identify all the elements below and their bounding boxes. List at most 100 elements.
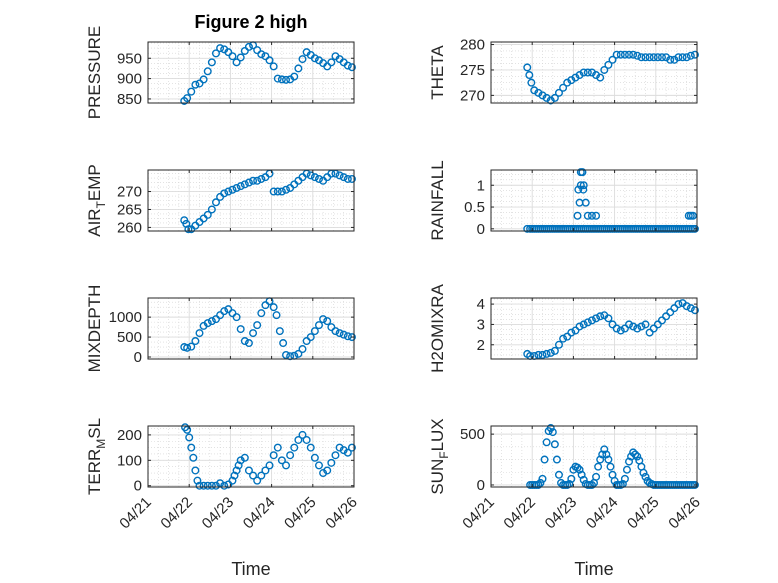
data-point	[195, 329, 204, 338]
data-point	[331, 451, 340, 460]
y-tick-label: 270	[460, 87, 485, 104]
y-tick-label: 850	[117, 91, 142, 108]
data-point	[282, 185, 291, 194]
data-point	[257, 50, 266, 59]
y-axis-label: AIRTEMP	[85, 164, 108, 237]
x-tick-label: 04/26	[322, 494, 361, 533]
data-point	[608, 320, 617, 329]
data-point	[657, 316, 666, 325]
data-point	[327, 458, 336, 467]
data-point	[253, 176, 262, 185]
data-point	[576, 168, 585, 177]
data-point	[269, 451, 278, 460]
data-point	[686, 304, 695, 313]
x-tick-label: 04/22	[157, 494, 196, 533]
data-point	[269, 187, 278, 196]
data-point	[230, 471, 239, 480]
data-point	[674, 300, 683, 309]
axes-box	[147, 297, 355, 360]
y-tick-label: 500	[117, 329, 142, 346]
data-point	[191, 80, 200, 89]
x-tick-label: 04/22	[500, 494, 539, 533]
data-point	[335, 329, 344, 338]
data-point	[596, 455, 605, 464]
data-point	[540, 455, 549, 464]
data-point	[620, 50, 629, 59]
data-point	[538, 350, 547, 359]
data-point	[184, 225, 193, 234]
data-point	[323, 62, 332, 71]
data-point	[678, 53, 687, 62]
data-point	[690, 224, 699, 233]
data-point	[203, 481, 212, 490]
data-point	[244, 466, 253, 475]
data-point	[249, 329, 258, 338]
data-point	[236, 325, 245, 334]
x-tick-label: 04/24	[583, 494, 622, 533]
data-point	[608, 55, 617, 64]
data-point	[649, 324, 658, 333]
data-point	[616, 326, 625, 335]
data-point	[224, 187, 233, 196]
data-point	[269, 303, 278, 312]
data-point	[216, 44, 225, 53]
data-point	[525, 71, 534, 80]
data-point	[279, 339, 288, 348]
data-point	[236, 182, 245, 191]
data-point	[290, 72, 299, 81]
data-point	[559, 334, 568, 343]
data-point	[606, 462, 615, 471]
y-axis-label: THETA	[428, 45, 447, 100]
y-tick-label: 200	[117, 427, 142, 444]
data-point	[253, 476, 262, 485]
panel-2: 270 275 280 THETA	[428, 37, 699, 105]
data-point	[187, 342, 196, 351]
data-points	[523, 299, 699, 360]
panel-7: 0 100 200 TERRMSL 04/21 04/22 04/23 04/24 04/25 0…	[85, 418, 361, 579]
data-point	[244, 339, 253, 348]
y-axis-label: RAINFALL	[428, 160, 447, 240]
y-tick-label: 275	[460, 62, 485, 79]
data-point	[207, 317, 216, 326]
data-point	[573, 211, 582, 220]
data-point	[253, 46, 262, 55]
data-point	[567, 474, 576, 483]
data-point	[347, 63, 356, 72]
data-point	[592, 211, 601, 220]
data-point	[637, 53, 646, 62]
data-point	[575, 322, 584, 331]
data-point	[546, 424, 555, 433]
data-point	[343, 61, 352, 70]
y-axis-label: H2OMIXRA	[428, 283, 447, 372]
data-point	[641, 53, 650, 62]
data-point	[604, 60, 613, 69]
data-point	[331, 327, 340, 336]
data-point	[339, 173, 348, 182]
data-point	[286, 183, 295, 192]
data-point	[343, 174, 352, 183]
y-tick-label: 260	[117, 219, 142, 236]
x-tick-label: 04/23	[199, 494, 238, 533]
data-point	[616, 50, 625, 59]
data-point	[306, 333, 315, 342]
data-point	[587, 480, 596, 489]
data-point	[244, 42, 253, 51]
data-point	[183, 425, 192, 434]
data-point	[631, 450, 640, 459]
panel-4: 0 0.5 1 RAINFALL	[428, 160, 699, 241]
y-tick-label: 4	[477, 296, 485, 313]
data-point	[323, 317, 332, 326]
data-point	[523, 63, 532, 72]
y-tick-label: 265	[117, 201, 142, 218]
y-axis-label: SUNFLUX	[428, 418, 451, 494]
data-point	[542, 438, 551, 447]
data-point	[527, 78, 536, 87]
data-point	[347, 174, 356, 183]
data-point	[577, 470, 586, 479]
data-point	[554, 470, 563, 479]
data-point	[579, 181, 588, 190]
data-point	[290, 443, 299, 452]
data-point	[220, 189, 229, 198]
